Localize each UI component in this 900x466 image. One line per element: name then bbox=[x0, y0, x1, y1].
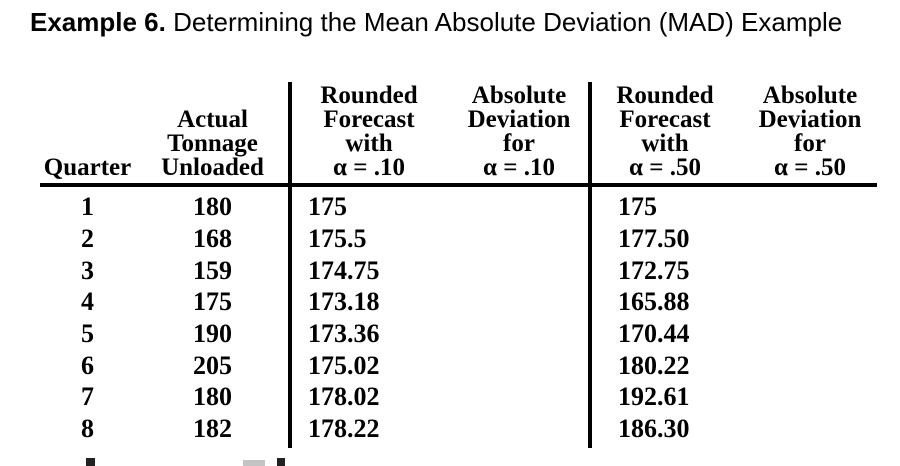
header-cell-actual: Actual Tonnage Unloaded bbox=[161, 106, 264, 181]
header-cell-quarter: Quarter bbox=[43, 154, 132, 181]
header-rule bbox=[40, 183, 877, 187]
cell-forecast-a50: 165.88 bbox=[618, 287, 690, 317]
title-text: Determining the Mean Absolute Deviation … bbox=[173, 7, 843, 37]
cell-forecast-a10: 178.22 bbox=[308, 414, 380, 444]
cell-actual-tonnage: 175 bbox=[193, 287, 232, 317]
cell-forecast-a10: 175.5 bbox=[308, 224, 367, 254]
header-cell-forecast-a10: Rounded Forecast with α = .10 bbox=[320, 82, 418, 181]
cell-actual-tonnage: 190 bbox=[193, 319, 232, 349]
cell-quarter: 3 bbox=[81, 255, 94, 285]
column-divider-right bbox=[588, 82, 592, 448]
cell-forecast-a10: 173.18 bbox=[308, 287, 380, 317]
cell-forecast-a10: 175.02 bbox=[308, 350, 380, 380]
cell-forecast-a50: 177.50 bbox=[618, 224, 690, 254]
table-row: 6 205 175.02 180.22 bbox=[40, 349, 880, 381]
table-row: 2 168 175.5 177.50 bbox=[40, 223, 880, 255]
cell-forecast-a10: 174.75 bbox=[308, 255, 380, 285]
cell-forecast-a50: 192.61 bbox=[618, 382, 690, 412]
header-cell-absdev-a50: Absolute Deviation for α = .50 bbox=[758, 82, 862, 181]
cell-forecast-a10: 178.02 bbox=[308, 382, 380, 412]
title-example-label: Example 6. bbox=[30, 7, 166, 37]
table-row: 5 190 173.36 170.44 bbox=[40, 318, 880, 350]
table-header-row: Quarter Actual Tonnage Unloaded Rounded … bbox=[40, 80, 880, 183]
cell-actual-tonnage: 180 bbox=[193, 382, 232, 412]
cell-actual-tonnage: 180 bbox=[193, 192, 232, 222]
cell-forecast-a50: 172.75 bbox=[618, 255, 690, 285]
cell-quarter: 7 bbox=[81, 382, 94, 412]
cell-forecast-a10: 173.36 bbox=[308, 319, 380, 349]
cell-quarter: 2 bbox=[81, 224, 94, 254]
clipped-text-fragment bbox=[86, 458, 95, 466]
column-divider-left bbox=[288, 82, 292, 448]
cell-quarter: 8 bbox=[81, 414, 94, 444]
table-row: 8 182 178.22 186.30 bbox=[40, 413, 880, 445]
clipped-text-fragment bbox=[243, 460, 265, 466]
cell-actual-tonnage: 205 bbox=[193, 350, 232, 380]
header-cell-absdev-a10: Absolute Deviation for α = .10 bbox=[467, 82, 571, 181]
table-row: 4 175 173.18 165.88 bbox=[40, 286, 880, 318]
clipped-text-fragment bbox=[277, 458, 285, 466]
cell-forecast-a10: 175 bbox=[308, 192, 347, 222]
document-title: Example 6. Determining the Mean Absolute… bbox=[30, 6, 842, 38]
cell-quarter: 1 bbox=[81, 192, 94, 222]
cell-quarter: 5 bbox=[81, 319, 94, 349]
cell-forecast-a50: 180.22 bbox=[618, 350, 690, 380]
cell-forecast-a50: 175 bbox=[618, 192, 657, 222]
table-row: 1 180 175 175 bbox=[40, 191, 880, 223]
table-row: 3 159 174.75 172.75 bbox=[40, 254, 880, 286]
cell-actual-tonnage: 168 bbox=[193, 224, 232, 254]
cell-forecast-a50: 170.44 bbox=[618, 319, 690, 349]
cell-quarter: 4 bbox=[81, 287, 94, 317]
cell-actual-tonnage: 182 bbox=[193, 414, 232, 444]
cell-forecast-a50: 186.30 bbox=[618, 414, 690, 444]
table-body: 1 180 175 175 2 168 175.5 177.50 3 159 1… bbox=[40, 187, 880, 445]
cell-actual-tonnage: 159 bbox=[193, 255, 232, 285]
table-row: 7 180 178.02 192.61 bbox=[40, 381, 880, 413]
mad-table: Quarter Actual Tonnage Unloaded Rounded … bbox=[40, 80, 880, 448]
cell-quarter: 6 bbox=[81, 350, 94, 380]
header-cell-forecast-a50: Rounded Forecast with α = .50 bbox=[616, 82, 714, 181]
